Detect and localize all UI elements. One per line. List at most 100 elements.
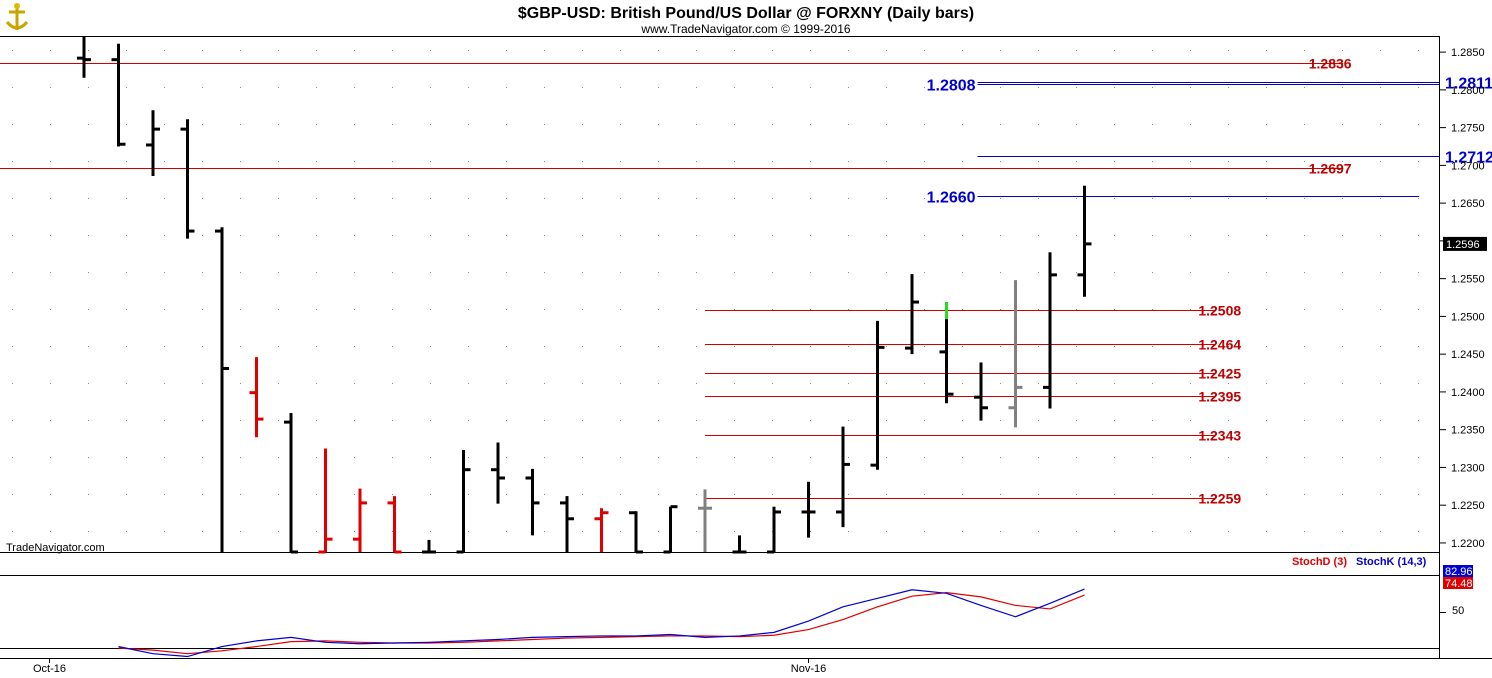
grid-dot [582, 50, 583, 51]
grid-dot [88, 235, 89, 236]
grid-dot [1114, 272, 1115, 273]
grid-dot [430, 494, 431, 495]
grid-dot [1380, 383, 1381, 384]
grid-dot [1000, 198, 1001, 199]
grid-dot [430, 161, 431, 162]
grid-dot [772, 124, 773, 125]
grid-dot [240, 198, 241, 199]
grid-dot [430, 124, 431, 125]
grid-dot [468, 272, 469, 273]
ohlc-bar [422, 539, 436, 554]
grid-dot [240, 494, 241, 495]
grid-dot [1342, 346, 1343, 347]
ohlc-bar [180, 119, 195, 239]
grid-dot [468, 309, 469, 310]
grid-dot [278, 494, 279, 495]
grid-dot [1228, 383, 1229, 384]
grid-dot [12, 50, 13, 51]
grid-dot [392, 272, 393, 273]
grid-dot [886, 198, 887, 199]
grid-dot [88, 87, 89, 88]
grid-dot [1190, 309, 1191, 310]
ohlc-bar [1008, 280, 1023, 428]
stoch-lines [118, 588, 1085, 658]
grid-dot [1152, 494, 1153, 495]
grid-dot [316, 531, 317, 532]
grid-dot [354, 124, 355, 125]
grid-dot [772, 161, 773, 162]
grid-dot [240, 346, 241, 347]
level-label: 1.2259 [1198, 491, 1241, 507]
grid-dot [12, 87, 13, 88]
grid-dot [392, 457, 393, 458]
grid-dot [772, 50, 773, 51]
grid-dot [1418, 50, 1419, 51]
grid-dot [1076, 420, 1077, 421]
grid-dot [1190, 161, 1191, 162]
grid-dot [1266, 420, 1267, 421]
grid-dot [278, 346, 279, 347]
grid-dot [658, 383, 659, 384]
grid-dot [696, 124, 697, 125]
y-tick-label: 1.2250 [1451, 500, 1485, 512]
grid-dot [1418, 198, 1419, 199]
y-tick-label: 1.2850 [1451, 47, 1485, 59]
grid-dot [1418, 124, 1419, 125]
grid-dot [468, 457, 469, 458]
grid-dot [50, 235, 51, 236]
ohlc-bar [491, 442, 505, 504]
grid-dot [544, 124, 545, 125]
grid-dot [544, 346, 545, 347]
grid-dot [544, 383, 545, 384]
grid-dot [468, 346, 469, 347]
grid-dot [392, 161, 393, 162]
grid-dot [1038, 124, 1039, 125]
last-price-badge: 1.2596 [1443, 236, 1487, 251]
grid-dot [734, 420, 735, 421]
grid-dot [810, 309, 811, 310]
grid-dot [810, 124, 811, 125]
grid-dot [240, 309, 241, 310]
grid-dot [582, 235, 583, 236]
grid-dot [1380, 494, 1381, 495]
y-tick-label: 1.2300 [1451, 462, 1485, 474]
grid-dot [1076, 383, 1077, 384]
grid-dot [50, 161, 51, 162]
grid-dot [1152, 87, 1153, 88]
grid-dot [1000, 124, 1001, 125]
grid-dot [962, 494, 963, 495]
grid-dot [164, 50, 165, 51]
ohlc-bar [249, 357, 264, 438]
grid-dot [126, 531, 127, 532]
grid-dot [1152, 346, 1153, 347]
grid-dot [88, 161, 89, 162]
grid-dot [734, 309, 735, 310]
grid-dot [202, 198, 203, 199]
grid-dot [924, 161, 925, 162]
grid-dot [1076, 346, 1077, 347]
grid-dot [1342, 531, 1343, 532]
ohlc-bar [387, 496, 402, 554]
grid-dot [886, 272, 887, 273]
grid-dot [1418, 531, 1419, 532]
grid-dot [962, 50, 963, 51]
grid-dot [354, 420, 355, 421]
grid-dot [1152, 161, 1153, 162]
grid-dot [278, 309, 279, 310]
grid-dot [1228, 50, 1229, 51]
grid-dot [582, 124, 583, 125]
grid-dot [1342, 309, 1343, 310]
grid-dot [1152, 198, 1153, 199]
grid-dot [354, 457, 355, 458]
grid-dot [468, 50, 469, 51]
grid-dot [506, 383, 507, 384]
grid-dot [1266, 531, 1267, 532]
grid-dot [1342, 235, 1343, 236]
grid-dot [392, 531, 393, 532]
grid-dot [1342, 494, 1343, 495]
grid-dot [1380, 50, 1381, 51]
grid-dot [544, 494, 545, 495]
grid-dot [88, 272, 89, 273]
grid-dot [354, 531, 355, 532]
grid-dot [1266, 161, 1267, 162]
